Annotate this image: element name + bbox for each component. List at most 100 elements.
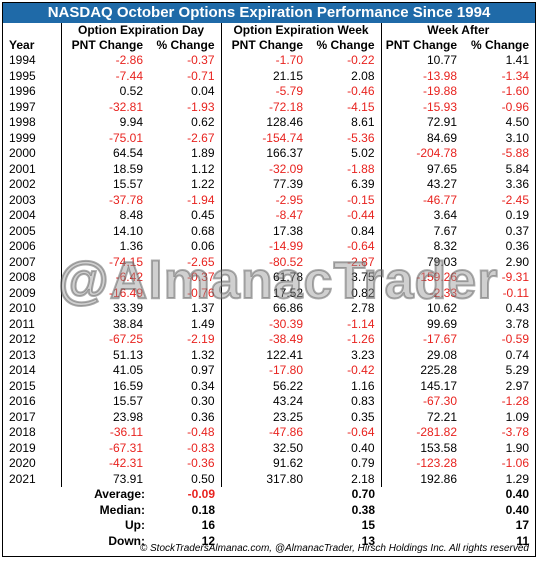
pnt-change-cell: 29.08 xyxy=(380,347,464,363)
pnt-change-cell: 17.52 xyxy=(220,285,310,301)
pnt-change-cell: 8.32 xyxy=(380,239,464,255)
pnt-change-cell: 225.28 xyxy=(380,363,464,379)
summary-row: Median: 0.18 0.38 0.40 xyxy=(3,503,535,519)
copyright-footer: © StockTradersAlmanac.com, @AlmanacTrade… xyxy=(139,543,529,554)
pct-change-cell: 1.22 xyxy=(191,177,215,192)
pct-change-cell: -5.36 xyxy=(347,130,375,145)
pct-change-cell: -0.71 xyxy=(187,68,215,83)
pnt-change-cell: -2.95 xyxy=(220,192,310,208)
year-cell: 2005 xyxy=(9,223,36,238)
pct-change-cell: -9.31 xyxy=(501,270,530,285)
pnt-change-cell: -67.30 xyxy=(380,394,464,410)
pnt-change-cell: 77.39 xyxy=(220,177,310,193)
pnt-change-cell: 43.24 xyxy=(220,394,310,410)
table-row: 2021 73.91 0.50 317.80 2.18 192.86 1.29 xyxy=(3,471,535,487)
pct-change-cell: 1.37 xyxy=(191,301,215,316)
pnt-change-cell: -37.78 xyxy=(60,192,149,208)
pnt-change-cell: -74.15 xyxy=(60,254,149,270)
pct-change-cell: -5.88 xyxy=(501,146,530,161)
pct-change-cell: 0.62 xyxy=(191,115,215,130)
pct-change-cell: 0.06 xyxy=(191,239,215,254)
pnt-change-cell: 18.59 xyxy=(60,161,149,177)
pnt-change-cell: 0.52 xyxy=(60,84,149,100)
pct-change-cell: 0.68 xyxy=(191,223,215,238)
pnt-change-cell: 41.05 xyxy=(60,363,149,379)
summary-value: 13 xyxy=(361,533,376,548)
pnt-change-cell: 15.57 xyxy=(60,177,149,193)
pnt-change-cell: -123.28 xyxy=(380,456,464,472)
pnt-change-cell: 64.54 xyxy=(60,146,149,162)
year-cell: 2001 xyxy=(9,161,36,176)
pct-change-cell: 3.10 xyxy=(505,130,530,145)
pct-change-cell: -0.42 xyxy=(347,363,375,378)
table-row: 2015 16.59 0.34 56.22 1.16 145.17 2.97 xyxy=(3,378,535,394)
pnt-change-cell: 38.84 xyxy=(60,316,149,332)
pct-change-cell: 0.30 xyxy=(191,394,215,409)
pct-change-cell: 0.74 xyxy=(505,347,530,362)
pnt-change-cell: -159.26 xyxy=(380,270,464,286)
pnt-change-cell: -13.98 xyxy=(380,68,464,84)
table-row: 1997 -32.81 -1.93 -72.18 -4.15 -15.93 -0.96 xyxy=(3,99,535,115)
pct-change-cell: -0.76 xyxy=(187,285,215,300)
pct-change-cell: 0.82 xyxy=(351,285,375,300)
pnt-change-cell: -204.78 xyxy=(380,146,464,162)
pct-change-cell: -2.67 xyxy=(187,130,215,145)
year-cell: 2017 xyxy=(9,409,36,424)
pct-change-cell: 0.84 xyxy=(351,223,375,238)
pnt-change-cell: 7.67 xyxy=(380,223,464,239)
pct-change-cell: 1.09 xyxy=(505,409,530,424)
pnt-change-cell: 128.46 xyxy=(220,115,310,131)
pnt-change-cell: 317.80 xyxy=(220,471,310,487)
pnt-change-cell: -38.49 xyxy=(220,332,310,348)
year-cell: 2006 xyxy=(9,239,36,254)
pnt-change-cell: 99.69 xyxy=(380,316,464,332)
table-row: 2005 14.10 0.68 17.38 0.84 7.67 0.37 xyxy=(3,223,535,239)
pct-change-cell: -1.26 xyxy=(347,332,375,347)
summary-value: 0.38 xyxy=(351,502,376,517)
pnt-change-cell: 51.13 xyxy=(60,347,149,363)
summary-value: 12 xyxy=(201,533,216,548)
pct-change-cell: 3.75 xyxy=(351,270,375,285)
column-header-pnt-change: PNT Change xyxy=(60,38,149,53)
pct-change-cell: 0.83 xyxy=(351,394,375,409)
pnt-change-cell: -16.49 xyxy=(60,285,149,301)
summary-value: 15 xyxy=(361,518,376,533)
summary-label: Median: xyxy=(99,502,145,517)
pct-change-cell: 4.50 xyxy=(505,115,530,130)
pct-change-cell: 5.02 xyxy=(351,146,375,161)
summary-value: 11 xyxy=(516,533,530,548)
pnt-change-cell: -75.01 xyxy=(60,130,149,146)
group-header-row: Option Expiration Day Option Expiration … xyxy=(3,23,536,38)
pct-change-cell: -0.44 xyxy=(347,208,375,223)
pnt-change-cell: 21.15 xyxy=(220,68,310,84)
pct-change-cell: 0.45 xyxy=(191,208,215,223)
column-header-pct-change: % Change xyxy=(316,38,375,52)
pct-change-cell: -0.37 xyxy=(187,270,215,285)
pnt-change-cell: -1.70 xyxy=(220,53,310,69)
table-row: 2017 23.98 0.36 23.25 0.35 72.21 1.09 xyxy=(3,409,535,425)
pct-change-cell: 2.90 xyxy=(505,254,530,269)
pct-change-cell: -0.96 xyxy=(501,99,530,114)
pct-change-cell: -2.87 xyxy=(347,254,375,269)
pnt-change-cell: -8.47 xyxy=(220,208,310,224)
pnt-change-cell: 33.39 xyxy=(60,301,149,317)
data-table: Option Expiration Day Option Expiration … xyxy=(3,23,536,549)
pct-change-cell: -0.22 xyxy=(347,53,375,68)
pnt-change-cell: 16.59 xyxy=(60,378,149,394)
pnt-change-cell: -47.86 xyxy=(220,425,310,441)
year-cell: 2016 xyxy=(9,394,36,409)
pnt-change-cell: 32.50 xyxy=(220,440,310,456)
pct-change-cell: 1.32 xyxy=(191,347,215,362)
pct-change-cell: -2.19 xyxy=(187,332,215,347)
table-frame: NASDAQ October Options Expiration Perfor… xyxy=(2,2,536,557)
year-cell: 1999 xyxy=(9,130,36,145)
pct-change-cell: -0.64 xyxy=(347,425,375,440)
table-row: 2013 51.13 1.32 122.41 3.23 29.08 0.74 xyxy=(3,347,535,363)
table-row: 2018 -36.11 -0.48 -47.86 -0.64 -281.82 -3.78 xyxy=(3,425,535,441)
pct-change-cell: -0.46 xyxy=(347,84,375,99)
pnt-change-cell: 23.98 xyxy=(60,409,149,425)
pct-change-cell: 0.37 xyxy=(505,223,530,238)
group-header-expiration-day: Option Expiration Day xyxy=(60,23,222,38)
table-row: 2003 -37.78 -1.94 -2.95 -0.15 -46.77 -2.45 xyxy=(3,192,535,208)
table-row: 1998 9.94 0.62 128.46 8.61 72.91 4.50 xyxy=(3,115,535,131)
